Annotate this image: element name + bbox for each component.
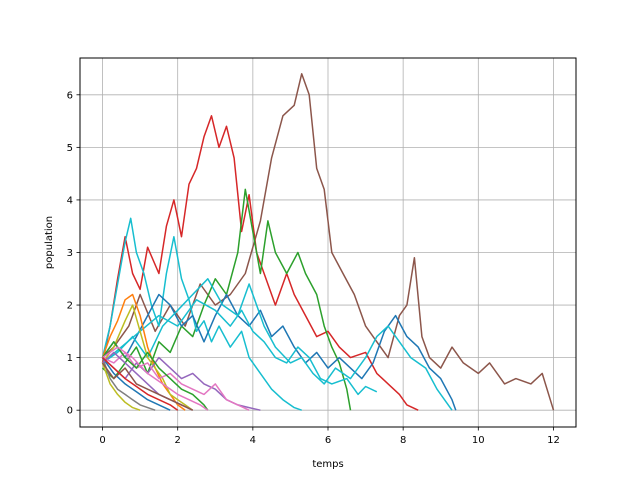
series-line-19	[101, 357, 179, 411]
x-tick-label: 2	[175, 435, 181, 446]
x-axis-label: temps	[312, 459, 343, 470]
series-line-13	[101, 362, 141, 411]
x-tick-label: 8	[400, 435, 406, 446]
x-tick-label: 0	[99, 435, 105, 446]
y-tick-label: 1	[67, 353, 73, 364]
series-line-12	[101, 357, 156, 411]
x-tick-label: 6	[325, 435, 331, 446]
series-line-6	[102, 278, 453, 411]
series-line-5	[101, 293, 457, 411]
y-tick-label: 0	[67, 406, 73, 417]
series-line-11	[102, 351, 250, 411]
x-tick-label: 4	[250, 435, 256, 446]
series-line-7	[102, 299, 378, 396]
series-line-17	[101, 362, 194, 411]
series-line-4	[101, 217, 302, 411]
y-tick-label: 4	[67, 195, 73, 206]
x-tick-label: 12	[547, 435, 560, 446]
series-lines	[101, 73, 555, 411]
x-tick-label: 10	[472, 435, 485, 446]
series-line-9	[101, 304, 194, 411]
series-line-2	[101, 115, 419, 411]
y-tick-label: 2	[67, 301, 73, 312]
y-tick-label: 5	[67, 143, 73, 154]
y-tick-label: 6	[67, 90, 73, 101]
series-line-14	[101, 357, 171, 411]
series-line-16	[101, 341, 209, 411]
y-axis-label: population	[44, 216, 55, 269]
series-line-18	[102, 346, 209, 411]
y-tick-label: 3	[67, 248, 73, 259]
